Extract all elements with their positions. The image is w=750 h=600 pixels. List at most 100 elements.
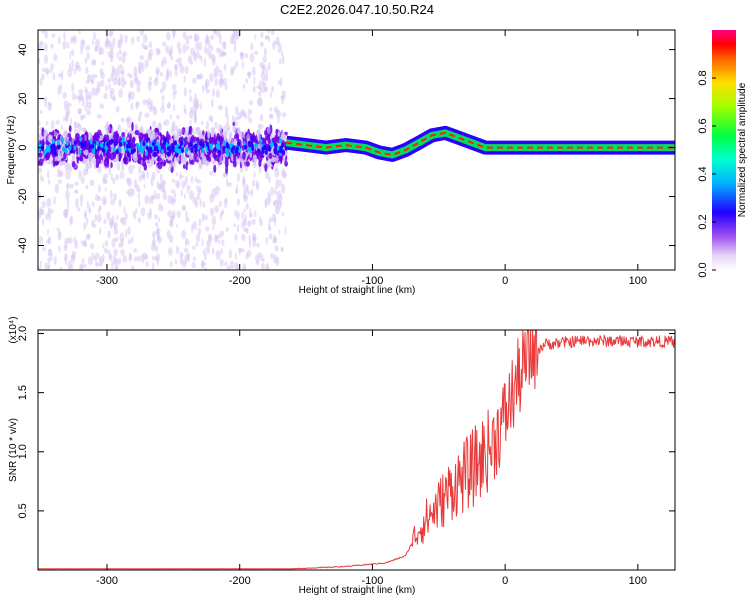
- noise-point: [207, 233, 212, 241]
- noise-point: [200, 55, 203, 64]
- noise-point: [102, 195, 107, 206]
- noise-point: [211, 215, 217, 226]
- noise-point: [196, 156, 200, 161]
- noise-point: [94, 45, 98, 52]
- noise-point-core: [215, 143, 219, 149]
- noise-point: [93, 73, 98, 79]
- noise-point: [71, 59, 74, 68]
- noise-point: [112, 151, 116, 160]
- noise-point: [204, 45, 207, 55]
- noise-point-core: [190, 148, 194, 153]
- noise-point: [150, 157, 154, 168]
- noise-point: [268, 217, 273, 223]
- noise-point: [112, 177, 116, 185]
- noise-point: [217, 30, 221, 38]
- noise-point: [186, 184, 190, 194]
- noise-point: [47, 134, 53, 143]
- noise-point-core: [68, 145, 72, 151]
- noise-point: [202, 200, 206, 209]
- noise-point: [112, 67, 115, 77]
- noise-point: [192, 256, 197, 262]
- noise-point: [249, 213, 253, 218]
- noise-point: [109, 190, 113, 200]
- noise-point: [99, 68, 104, 76]
- noise-point: [127, 178, 132, 188]
- noise-point: [137, 191, 141, 200]
- noise-point: [268, 233, 273, 240]
- noise-point: [129, 133, 132, 143]
- noise-point: [88, 148, 91, 154]
- noise-point-core: [254, 142, 258, 148]
- noise-point: [41, 218, 45, 226]
- noise-point: [147, 153, 152, 158]
- x-tick-label: -100: [361, 575, 383, 587]
- noise-point: [179, 65, 185, 74]
- noise-point: [125, 118, 130, 124]
- noise-point: [167, 103, 170, 109]
- noise-point: [113, 192, 117, 201]
- noise-point: [207, 39, 211, 49]
- noise-point: [147, 212, 152, 220]
- noise-point: [198, 189, 202, 195]
- y-tick-label: 1.5: [17, 385, 29, 400]
- noise-point: [213, 164, 217, 173]
- noise-point: [222, 125, 227, 134]
- noise-point: [54, 160, 59, 166]
- noise-point: [93, 134, 98, 141]
- noise-point: [265, 67, 268, 77]
- noise-point: [104, 240, 109, 247]
- noise-point: [228, 136, 232, 142]
- x-tick-label: 100: [629, 575, 647, 587]
- noise-point: [193, 114, 197, 124]
- noise-point-core: [80, 143, 84, 149]
- noise-point: [173, 212, 176, 219]
- noise-point: [117, 44, 121, 49]
- noise-point: [63, 100, 69, 111]
- noise-point: [250, 42, 254, 51]
- colorbar-tick-label: 0.4: [697, 166, 709, 181]
- noise-point: [70, 117, 72, 126]
- noise-point-core: [194, 144, 198, 149]
- noise-point: [235, 184, 239, 195]
- colorbar: 0.0 0.2 0.4 0.6 0.8 Normalized spectral ampl…: [697, 30, 748, 278]
- noise-point: [185, 216, 190, 223]
- noise-point: [74, 126, 77, 136]
- noise-point: [40, 30, 46, 34]
- noise-point: [259, 219, 264, 227]
- noise-point: [267, 163, 273, 168]
- noise-point-core: [174, 140, 177, 146]
- noise-point: [196, 74, 202, 80]
- noise-point: [197, 41, 203, 51]
- noise-point: [70, 66, 74, 72]
- noise-point: [154, 214, 158, 220]
- noise-point: [185, 165, 188, 171]
- noise-point: [158, 216, 161, 223]
- noise-point: [121, 158, 124, 168]
- noise-point: [128, 73, 133, 79]
- noise-point: [191, 261, 196, 269]
- noise-point: [87, 159, 92, 170]
- noise-point: [214, 121, 218, 129]
- noise-point: [174, 258, 178, 265]
- noise-point: [99, 103, 104, 109]
- noise-point: [69, 50, 72, 60]
- noise-point: [151, 171, 156, 181]
- noise-point-core: [126, 143, 129, 149]
- noise-point: [280, 133, 286, 140]
- noise-point: [264, 35, 270, 40]
- noise-point: [242, 262, 247, 270]
- noise-point: [281, 51, 284, 57]
- noise-point: [259, 151, 263, 159]
- noise-point: [131, 236, 134, 244]
- noise-point: [219, 124, 223, 132]
- noise-point: [47, 257, 52, 263]
- noise-point: [83, 239, 87, 248]
- noise-point: [212, 225, 215, 231]
- noise-point: [85, 184, 89, 190]
- noise-point: [234, 262, 239, 270]
- noise-point: [105, 38, 110, 47]
- noise-point: [144, 112, 150, 119]
- noise-point: [247, 190, 252, 195]
- x-tick-label: -200: [229, 275, 251, 287]
- noise-point-core: [279, 146, 282, 152]
